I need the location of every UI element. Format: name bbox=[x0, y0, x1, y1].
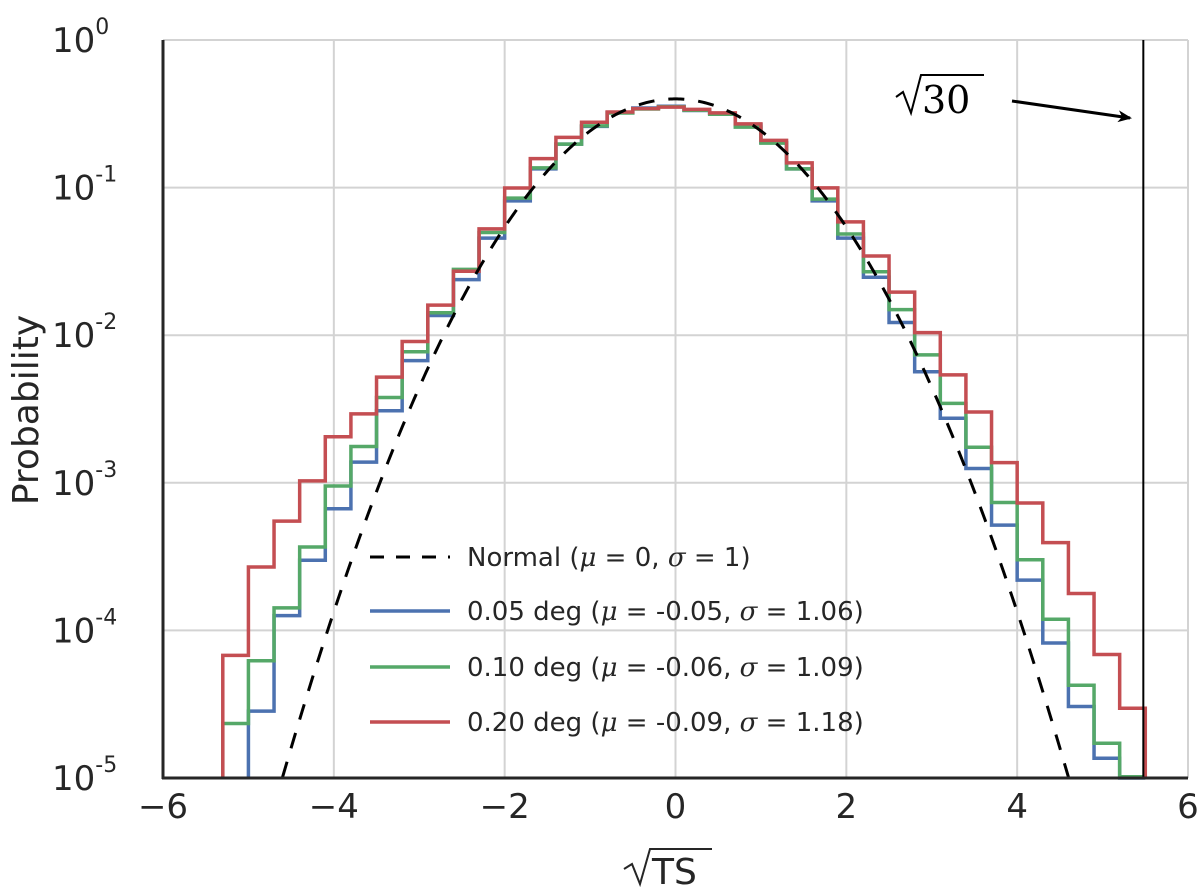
svg-text:TS: TS bbox=[651, 852, 697, 889]
y-tick-label: 10-4 bbox=[52, 605, 117, 651]
x-tick-label: 0 bbox=[665, 787, 687, 827]
x-axis-label-radical bbox=[623, 848, 712, 888]
legend-entry-005deg: 0.05 deg (μ = -0.05, σ = 1.06) bbox=[370, 597, 864, 627]
y-tick-label: 100 bbox=[52, 15, 109, 61]
svg-text:0.20 deg (μ = -0.09, σ = 1.18): 0.20 deg (μ = -0.09, σ = 1.18) bbox=[467, 708, 864, 738]
x-tick-label: −4 bbox=[309, 787, 359, 827]
svg-text:30: 30 bbox=[922, 78, 970, 122]
sqrt30-annotation: 30 bbox=[895, 74, 1132, 123]
legend-entry-normal: Normal (μ = 0, σ = 1) bbox=[370, 543, 751, 573]
y-tick-labels: 100 10-1 10-2 10-3 10-4 10-5 bbox=[52, 15, 117, 799]
y-tick-label: 10-3 bbox=[52, 458, 117, 504]
svg-text:0.10 deg (μ = -0.06, σ = 1.09): 0.10 deg (μ = -0.06, σ = 1.09) bbox=[467, 653, 864, 683]
svg-text:Normal (μ = 0, σ = 1): Normal (μ = 0, σ = 1) bbox=[467, 543, 751, 573]
legend-entry-010deg: 0.10 deg (μ = -0.06, σ = 1.09) bbox=[370, 653, 864, 683]
x-tick-label: −6 bbox=[138, 787, 188, 827]
y-tick-label: 10-5 bbox=[52, 753, 117, 799]
sqrt30-radical bbox=[895, 74, 984, 117]
series-0-20-deg bbox=[221, 105, 1148, 778]
x-tick-label: −2 bbox=[480, 787, 530, 827]
legend-entry-020deg: 0.20 deg (μ = -0.09, σ = 1.18) bbox=[370, 708, 864, 738]
axes bbox=[161, 40, 1188, 780]
y-axis-label: Probability bbox=[6, 315, 47, 505]
x-tick-label: 4 bbox=[1006, 787, 1028, 827]
sqrt30-arrow bbox=[1011, 99, 1132, 123]
y-tick-label: 10-1 bbox=[52, 163, 117, 209]
x-tick-label: 2 bbox=[836, 787, 858, 827]
x-axis-label: TS bbox=[623, 848, 712, 889]
y-tick-label: 10-2 bbox=[52, 310, 117, 356]
legend: Normal (μ = 0, σ = 1) 0.05 deg (μ = -0.0… bbox=[370, 543, 864, 738]
x-tick-label: 6 bbox=[1177, 787, 1199, 827]
series-layer bbox=[221, 40, 1148, 780]
svg-text:0.05 deg (μ = -0.05, σ = 1.06): 0.05 deg (μ = -0.05, σ = 1.06) bbox=[467, 597, 864, 627]
x-tick-labels: −6 −4 −2 0 2 4 6 bbox=[138, 787, 1199, 827]
series-normal bbox=[281, 97, 1070, 778]
